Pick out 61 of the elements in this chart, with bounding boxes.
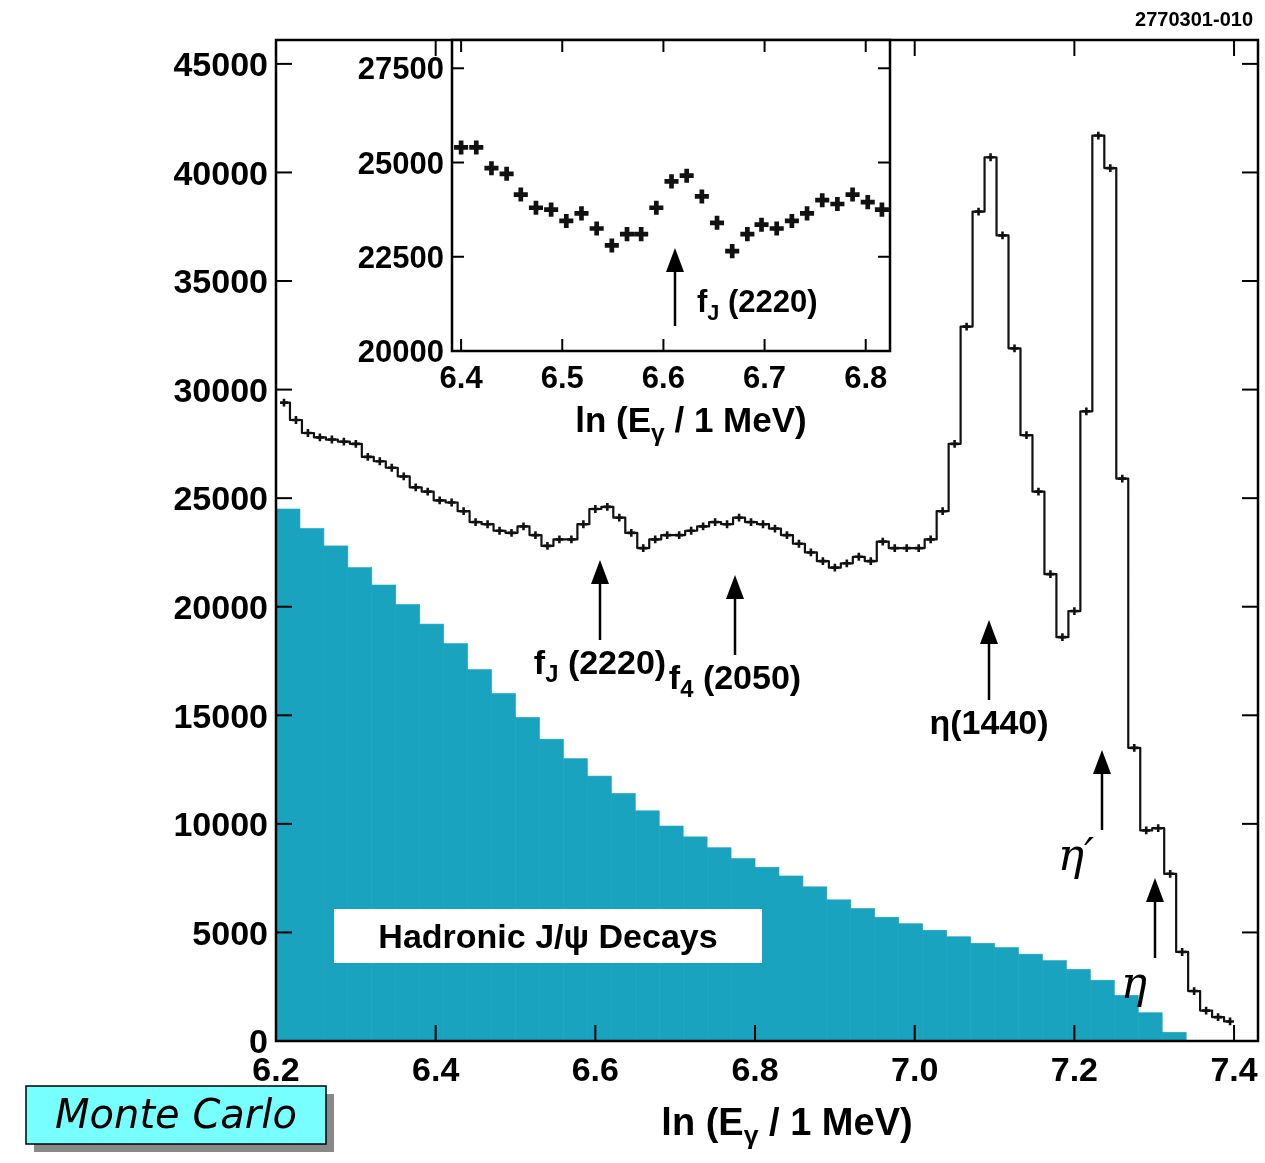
point	[725, 244, 740, 259]
point	[589, 221, 604, 236]
y-tick-label: 15000	[173, 696, 268, 735]
point	[800, 206, 815, 221]
y-tick-label: 30000	[173, 370, 268, 409]
x-tick-label: 6.6	[641, 360, 685, 395]
y-tick-label: 25000	[173, 479, 268, 518]
point	[679, 168, 694, 183]
x-tick-label: 7.2	[1050, 1050, 1099, 1088]
point	[528, 200, 543, 215]
x-tick-label: 6.5	[540, 360, 584, 395]
point	[634, 227, 649, 242]
point	[769, 221, 784, 236]
annotation: Hadronic J/ψ Decays	[378, 917, 718, 955]
point	[544, 202, 559, 217]
point	[874, 202, 889, 217]
point	[604, 238, 619, 253]
point	[830, 196, 845, 212]
y-tick-label: 5000	[192, 913, 268, 952]
annotation: η	[1120, 957, 1147, 1008]
annotation: η(1440)	[929, 703, 1049, 741]
point	[499, 166, 514, 181]
point	[815, 193, 830, 208]
annotation: f$_{J}$ (2220)	[697, 284, 818, 325]
text: Monte Carlo	[55, 1091, 297, 1137]
point	[694, 189, 709, 204]
annotation: f$_{4}$ (2050)	[668, 658, 802, 703]
x-axis-title: ln (E$_{γ}$ / 1 MeV)	[575, 400, 807, 446]
x-tick-label: 6.4	[412, 1050, 460, 1088]
x-tick-label: 7.4	[1210, 1050, 1258, 1088]
y-tick-label: 22500	[357, 239, 444, 275]
y-tick-label: 25000	[357, 145, 444, 181]
y-tick-label: 27500	[357, 51, 444, 87]
point	[559, 213, 574, 228]
x-tick-label: 6.7	[743, 360, 787, 395]
annotation: η′	[1057, 829, 1094, 880]
point	[664, 174, 679, 189]
x-tick-label: 6.4	[439, 360, 484, 395]
point	[513, 187, 528, 202]
text: 2770301-010	[1135, 8, 1253, 30]
point	[454, 140, 469, 155]
y-tick-label: 45000	[173, 45, 268, 84]
point	[740, 227, 755, 242]
y-tick-label: 20000	[173, 587, 268, 626]
y-tick-label: 10000	[173, 805, 268, 844]
x-axis-title: ln (E$_{γ}$ / 1 MeV)	[661, 1101, 913, 1151]
point	[754, 217, 769, 232]
point	[845, 187, 860, 202]
point	[574, 206, 589, 221]
point	[649, 200, 664, 215]
point	[860, 195, 875, 210]
x-tick-label: 6.6	[571, 1050, 619, 1088]
annotation: f$_{J}$ (2220)	[533, 643, 667, 688]
point	[709, 215, 725, 230]
point	[469, 140, 484, 155]
x-tick-label: 6.8	[731, 1050, 779, 1088]
x-tick-label: 7.0	[891, 1050, 939, 1088]
point	[484, 161, 499, 176]
x-tick-label: 6.8	[844, 360, 888, 395]
y-tick-label: 35000	[173, 262, 268, 301]
y-tick-label: 40000	[173, 153, 268, 192]
